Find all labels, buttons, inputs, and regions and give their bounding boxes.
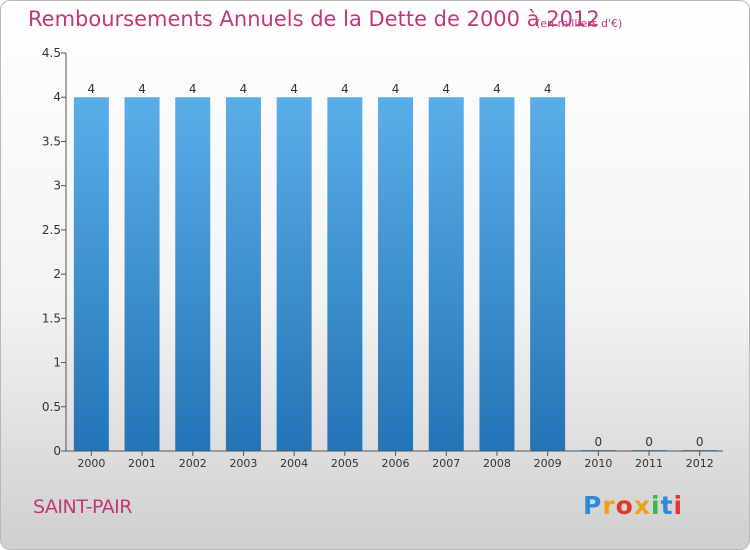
y-tick-label: 3 bbox=[53, 179, 61, 193]
bar-2004 bbox=[276, 97, 312, 451]
y-tick-label: 0 bbox=[53, 444, 61, 458]
y-tick-label: 1.5 bbox=[42, 311, 61, 325]
bars: 4 4 4 4 4 4 4 4 4 4 0 0 0 bbox=[73, 82, 718, 451]
logo-letter: t bbox=[660, 491, 674, 520]
x-tick-label-2009: 2009 bbox=[534, 457, 562, 470]
y-tick-label: 0.5 bbox=[42, 400, 61, 414]
y-tick-label: 4.5 bbox=[42, 46, 61, 60]
chart-title: Remboursements Annuels de la Dette de 20… bbox=[28, 7, 600, 31]
x-tick-label-2000: 2000 bbox=[77, 457, 105, 470]
bar-2000 bbox=[73, 97, 109, 451]
proxiti-logo[interactable]: Proxiti bbox=[583, 491, 683, 520]
x-tick-label-2003: 2003 bbox=[229, 457, 257, 470]
x-tick-label-2010: 2010 bbox=[584, 457, 612, 470]
bar-2003 bbox=[225, 97, 261, 451]
data-label-2001: 4 bbox=[138, 82, 146, 96]
x-tick-label-2002: 2002 bbox=[179, 457, 207, 470]
data-label-2004: 4 bbox=[290, 82, 298, 96]
data-label-2006: 4 bbox=[392, 82, 400, 96]
bar-2008 bbox=[479, 97, 515, 451]
data-label-2002: 4 bbox=[189, 82, 197, 96]
x-tick-label-2011: 2011 bbox=[635, 457, 663, 470]
place-name: SAINT-PAIR bbox=[33, 496, 133, 518]
logo-letter: o bbox=[615, 491, 634, 520]
bar-2007 bbox=[428, 97, 464, 451]
bar-2001 bbox=[124, 97, 160, 451]
x-tick-label-2005: 2005 bbox=[331, 457, 359, 470]
data-label-2003: 4 bbox=[240, 82, 248, 96]
y-tick-label: 1 bbox=[53, 356, 61, 370]
y-tick-label: 2 bbox=[53, 267, 61, 281]
data-label-2005: 4 bbox=[341, 82, 349, 96]
data-label-2008: 4 bbox=[493, 82, 501, 96]
logo-letter: i bbox=[651, 491, 661, 520]
data-label-2010: 0 bbox=[595, 435, 603, 449]
y-tick-label: 2.5 bbox=[42, 223, 61, 237]
x-tick-label-2007: 2007 bbox=[432, 457, 460, 470]
bar-2002 bbox=[175, 97, 211, 451]
data-label-2007: 4 bbox=[442, 82, 450, 96]
x-tick-label-2004: 2004 bbox=[280, 457, 308, 470]
data-label-2011: 0 bbox=[645, 435, 653, 449]
logo-letter: P bbox=[583, 491, 603, 520]
y-axis: 0 0.5 1 1.5 2 2.5 3 3.5 4 4.5 bbox=[42, 46, 67, 458]
y-tick-label: 3.5 bbox=[42, 134, 61, 148]
x-tick-label-2008: 2008 bbox=[483, 457, 511, 470]
bar-2009 bbox=[530, 97, 566, 451]
data-label-2012: 0 bbox=[696, 435, 704, 449]
logo-letter: x bbox=[633, 491, 651, 520]
logo-letter: r bbox=[602, 491, 616, 520]
x-tick-label-2001: 2001 bbox=[128, 457, 156, 470]
data-label-2009: 4 bbox=[544, 82, 552, 96]
x-axis: 2000 2001 2002 2003 2004 2005 2006 2007 2008 2009… bbox=[66, 450, 723, 470]
y-tick-label: 4 bbox=[53, 90, 61, 104]
bar-2006 bbox=[378, 97, 414, 451]
data-label-2000: 4 bbox=[88, 82, 96, 96]
bar-2005 bbox=[327, 97, 363, 451]
logo-letter: i bbox=[673, 491, 684, 520]
chart-unit: (en milliers d'€) bbox=[536, 17, 623, 30]
x-tick-label-2006: 2006 bbox=[382, 457, 410, 470]
x-tick-label-2012: 2012 bbox=[686, 457, 714, 470]
